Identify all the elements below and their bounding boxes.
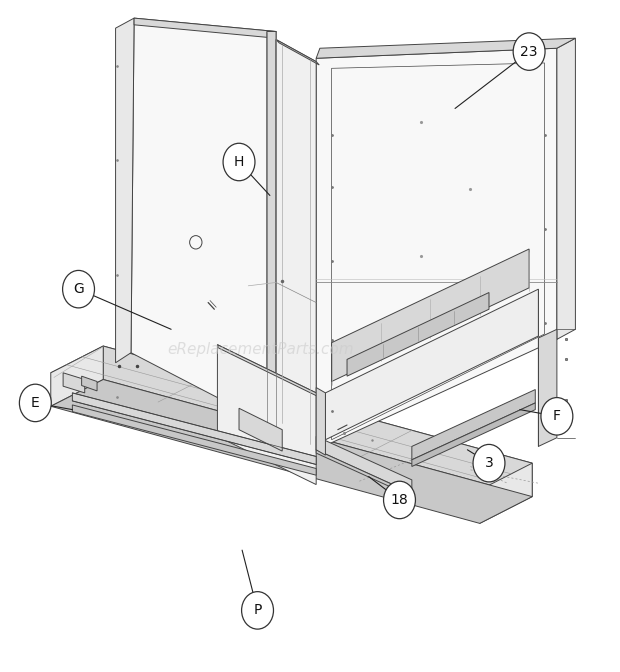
Text: H: H [234,155,244,169]
Ellipse shape [541,398,573,435]
Polygon shape [412,403,535,466]
Text: 18: 18 [391,493,409,507]
Polygon shape [326,289,538,439]
Polygon shape [538,329,557,446]
Polygon shape [412,390,535,460]
Polygon shape [267,32,276,427]
Polygon shape [218,345,317,396]
Polygon shape [316,48,557,450]
Ellipse shape [242,591,273,629]
Text: E: E [31,396,40,410]
Text: 3: 3 [485,456,494,470]
Text: G: G [73,282,84,296]
Polygon shape [276,40,316,450]
Ellipse shape [19,384,51,421]
Text: 23: 23 [520,44,538,58]
Polygon shape [316,436,412,493]
Polygon shape [332,249,529,382]
Ellipse shape [473,444,505,482]
Ellipse shape [63,270,94,308]
Polygon shape [347,292,489,376]
Text: F: F [553,409,561,423]
Polygon shape [218,345,316,485]
Polygon shape [239,409,282,451]
Polygon shape [73,393,316,464]
Polygon shape [51,346,104,407]
Polygon shape [73,405,316,475]
Polygon shape [134,18,276,38]
Polygon shape [51,380,532,523]
Polygon shape [557,38,575,339]
Text: P: P [254,603,262,618]
Polygon shape [115,18,134,363]
Polygon shape [276,40,319,65]
Ellipse shape [223,143,255,181]
Ellipse shape [384,481,415,519]
Ellipse shape [513,33,545,71]
Polygon shape [316,388,326,455]
Polygon shape [480,463,532,523]
Polygon shape [63,373,85,393]
Polygon shape [316,450,412,497]
Polygon shape [131,18,276,426]
Polygon shape [316,38,575,58]
Polygon shape [82,376,97,391]
Polygon shape [51,346,532,490]
Polygon shape [104,346,532,497]
Text: eReplacementParts.com: eReplacementParts.com [167,342,354,357]
